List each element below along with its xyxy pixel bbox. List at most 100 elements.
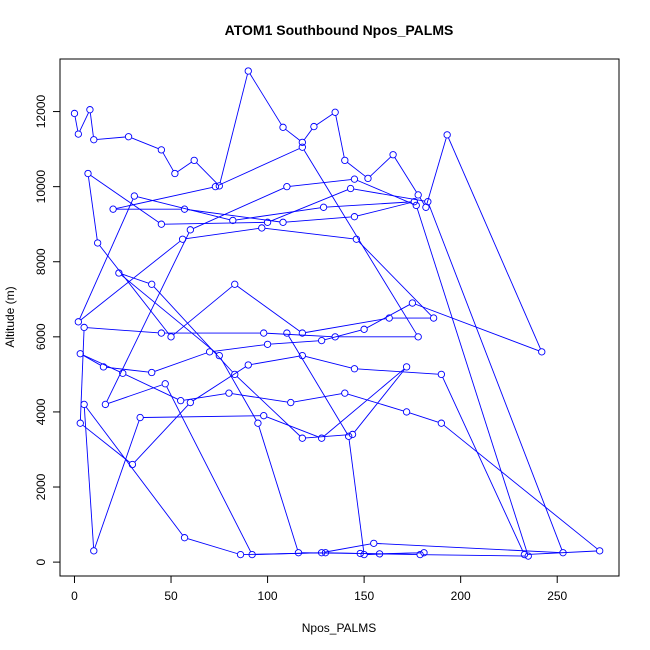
series-segment: [377, 543, 560, 553]
series-segment: [370, 156, 391, 177]
data-point: [319, 203, 328, 211]
series-segment: [426, 137, 447, 205]
series-segment: [294, 393, 342, 403]
series-segment: [303, 129, 313, 140]
series-segment: [85, 406, 183, 536]
data-point: [190, 156, 198, 165]
data-point: [298, 329, 306, 337]
data-point: [94, 239, 102, 247]
series-segment: [80, 240, 181, 321]
x-axis-label: Npos_PALMS: [302, 621, 376, 635]
data-point: [416, 550, 424, 559]
data-point: [157, 146, 166, 154]
data-point: [345, 432, 353, 440]
data-point: [352, 235, 361, 243]
data-point: [215, 351, 223, 360]
series-segment: [219, 74, 248, 183]
data-point: [74, 130, 82, 138]
data-point: [370, 539, 378, 547]
data-point: [157, 329, 166, 337]
y-tick-label: 4000: [34, 398, 48, 425]
data-point: [248, 550, 256, 559]
series-segment: [106, 232, 190, 402]
data-point: [360, 325, 368, 333]
data-point: [109, 205, 117, 213]
series-segment: [290, 179, 352, 187]
data-point: [263, 340, 272, 348]
series-segment: [79, 198, 134, 319]
data-point: [520, 550, 529, 559]
series-segment: [357, 202, 412, 217]
series-segment: [121, 273, 149, 284]
series-segment: [83, 354, 120, 373]
data-point: [538, 348, 546, 356]
data-point: [74, 318, 82, 326]
data-point: [350, 175, 359, 183]
x-axis: 0 50 100 150 200 250: [71, 575, 568, 603]
series-segment: [448, 137, 541, 349]
data-point: [412, 201, 420, 210]
series-segment: [83, 407, 95, 548]
series-segment: [335, 115, 345, 158]
series-segment: [90, 175, 159, 223]
series-segment: [357, 368, 438, 375]
x-tick-label: 200: [451, 589, 471, 603]
series-segment: [358, 241, 432, 316]
data-point: [101, 400, 110, 409]
series-segment: [328, 552, 377, 555]
data-point: [244, 361, 252, 369]
data-point: [215, 182, 223, 190]
y-tick-label: 8000: [34, 248, 48, 275]
data-point: [136, 413, 144, 422]
data-point: [205, 348, 214, 356]
y-tick-label: 10000: [34, 170, 48, 204]
data-point: [524, 552, 532, 560]
series-segment: [357, 180, 414, 205]
data-point: [341, 156, 349, 165]
data-point: [348, 430, 357, 439]
data-point: [279, 218, 287, 226]
series-segment: [266, 416, 319, 438]
series-segment: [258, 426, 298, 550]
data-point: [260, 329, 268, 337]
data-point: [115, 269, 123, 277]
series-segment: [87, 327, 159, 334]
series-segment: [236, 207, 321, 221]
series-points: [70, 67, 604, 560]
data-point: [244, 67, 252, 75]
series-segment: [527, 550, 597, 555]
data-point: [298, 143, 306, 151]
series-segment: [121, 274, 217, 354]
data-point: [341, 389, 349, 397]
series-segment: [131, 137, 159, 150]
data-point: [99, 363, 108, 371]
data-point: [211, 182, 220, 191]
data-point: [80, 400, 88, 409]
series-segment: [125, 374, 178, 400]
y-tick-label: 0: [34, 558, 48, 565]
series-segment: [88, 176, 98, 240]
series-segment: [154, 352, 207, 372]
data-point: [171, 169, 179, 178]
data-point: [437, 370, 446, 379]
data-point: [231, 370, 239, 379]
data-point: [76, 419, 84, 427]
data-point: [331, 108, 339, 116]
series-segment: [305, 318, 386, 333]
data-point: [385, 314, 393, 322]
data-point: [90, 547, 98, 555]
series-segment: [89, 113, 94, 137]
data-point: [231, 280, 239, 288]
series-segment: [347, 162, 366, 177]
data-point: [402, 363, 411, 371]
series-segment: [305, 356, 352, 369]
data-point: [364, 174, 372, 183]
series-segment: [428, 204, 563, 550]
series-segment: [164, 221, 265, 225]
series-segment: [423, 554, 525, 557]
y-tick-label: 2000: [34, 473, 48, 500]
data-point: [90, 136, 98, 144]
series-segment: [249, 73, 282, 125]
